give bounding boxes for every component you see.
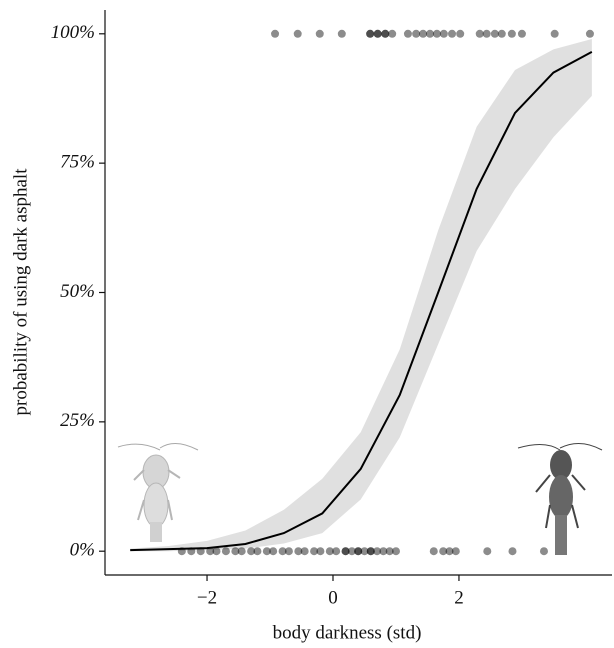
data-point [366,547,375,556]
data-point [237,547,246,556]
data-point [412,29,421,38]
data-point [508,547,517,556]
data-point [391,547,400,556]
data-point [432,29,441,38]
data-point [366,29,375,38]
y-tick-label: 75% [60,152,95,173]
data-point [269,547,278,556]
data-point [221,547,230,556]
data-point [451,547,460,556]
data-point [373,547,382,556]
data-point [315,29,324,38]
data-point [429,547,438,556]
y-tick-label: 50% [60,281,95,302]
data-point [231,547,240,556]
data-point [448,29,457,38]
x-axis-label: body darkness (std) [273,622,422,643]
data-point [341,547,350,556]
data-point [341,547,350,556]
data-point [337,29,346,38]
data-point [212,547,221,556]
data-point [445,547,454,556]
data-point [373,29,382,38]
data-point [539,547,548,556]
data-point [325,547,334,556]
data-point [271,29,280,38]
data-point [284,547,293,556]
data-point [425,29,434,38]
data-point [379,547,388,556]
dark-grasshopper-icon [517,443,603,555]
data-point [385,547,394,556]
data-point [403,29,412,38]
data-point [300,547,309,556]
data-point [550,29,559,38]
data-point [354,547,363,556]
data-point [294,547,303,556]
y-tick-label: 25% [60,410,95,431]
x-tick-label: 2 [454,587,464,608]
data-point [439,29,448,38]
y-tick-label: 0% [70,540,95,561]
data-point [381,29,390,38]
x-tick-label: 0 [328,587,338,608]
data-point [475,29,484,38]
data-point [381,29,390,38]
data-point [366,547,375,556]
y-tick-label: 100% [51,22,95,43]
data-point [278,547,287,556]
data-point [490,29,499,38]
data-point [253,547,262,556]
data-point [360,547,369,556]
data-point [497,29,506,38]
data-point [310,547,319,556]
data-point [354,547,363,556]
data-point [419,29,428,38]
fit-line [130,51,593,552]
data-point [388,29,397,38]
data-point [456,29,465,38]
data-point [482,29,491,38]
confidence-band [130,38,592,552]
x-tick-label: −2 [197,587,217,608]
data-point [517,29,526,38]
data-point [439,547,448,556]
data-point [332,547,341,556]
y-axis-label: probability of using dark asphalt [10,168,31,416]
data-point [247,547,256,556]
data-point [585,29,594,38]
data-point [483,547,492,556]
data-point [507,29,516,38]
data-point [293,29,302,38]
data-point [373,29,382,38]
data-point [316,547,325,556]
data-point [262,547,271,556]
data-point [366,29,375,38]
data-point [347,547,356,556]
data-point [206,547,215,556]
pale-grasshopper-icon [117,443,199,542]
